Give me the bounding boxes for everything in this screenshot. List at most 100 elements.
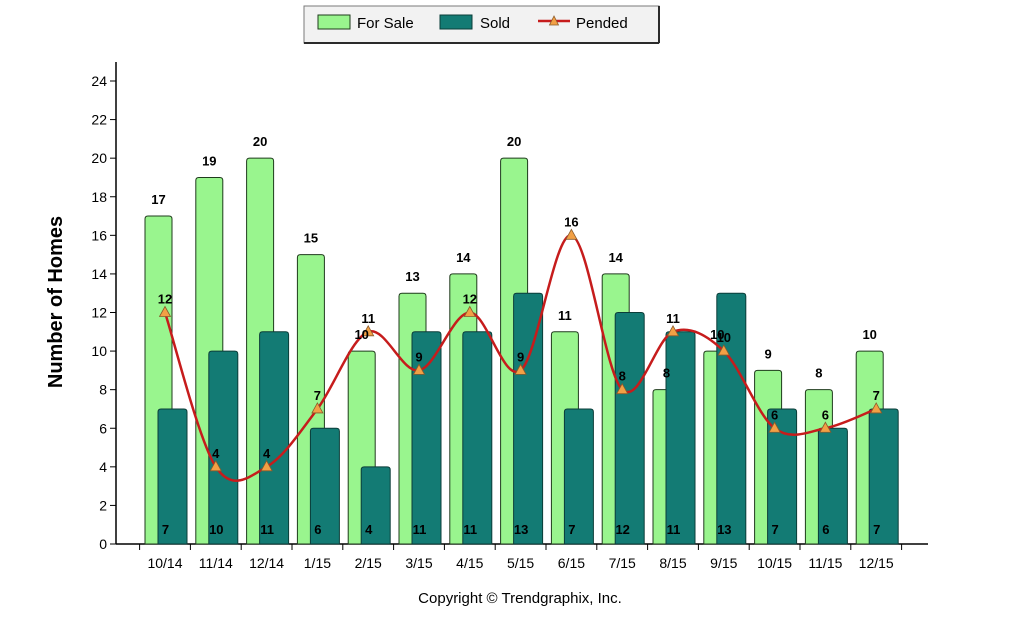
x-tick-label: 9/15 (710, 555, 737, 571)
legend-swatch-sold (439, 14, 473, 30)
legend-box (303, 5, 660, 44)
sold-bar (716, 292, 747, 545)
sold-value-label: 11 (463, 522, 477, 537)
x-tick-label: 3/15 (405, 555, 432, 571)
pended-marker (565, 228, 578, 240)
for-sale-value-label: 11 (558, 308, 572, 323)
y-tick-label: 10 (91, 343, 107, 359)
sold-value-label: 7 (873, 522, 880, 537)
pended-marker (158, 305, 172, 317)
pended-value-label: 7 (314, 388, 321, 403)
pended-marker (666, 324, 680, 337)
sold-value-label: 7 (771, 522, 778, 537)
pended-marker (209, 460, 222, 472)
sold-bar (259, 331, 290, 545)
x-tick-label: 11/15 (808, 555, 842, 571)
sold-bar (360, 466, 391, 545)
x-tick-label: 8/15 (659, 555, 686, 571)
sold-bar (563, 408, 594, 545)
pended-marker (412, 363, 426, 375)
pended-value-label: 11 (666, 311, 680, 326)
pended-value-label: 4 (212, 446, 220, 461)
bars (144, 157, 899, 545)
y-tick-label: 16 (91, 227, 107, 243)
pended-marker (311, 402, 324, 414)
sold-bar (513, 292, 544, 545)
for-sale-value-label: 9 (764, 346, 771, 361)
legend-swatch-for-sale (317, 14, 351, 30)
pended-value-label: 8 (619, 369, 626, 384)
copyright-text: Copyright © Trendgraphix, Inc. (418, 590, 622, 607)
legend: For Sale Sold Pended (303, 5, 660, 44)
for-sale-value-label: 14 (608, 250, 623, 265)
pended-marker (768, 421, 781, 433)
pended-value-label: 12 (158, 292, 172, 307)
x-tick-label: 1/15 (304, 555, 331, 571)
y-tick-label: 14 (91, 266, 107, 282)
x-tick-label: 2/15 (355, 555, 382, 571)
pended-value-label: 9 (517, 349, 524, 364)
sold-bar (665, 331, 696, 545)
pended-marker (260, 460, 273, 472)
x-tick-label: 7/15 (609, 555, 636, 571)
data-labels: 1771910201115610413111411201311714128111… (151, 134, 880, 537)
sold-value-label: 11 (413, 522, 427, 537)
y-tick-label: 24 (91, 73, 107, 89)
x-tick-label: 4/15 (456, 555, 483, 571)
sold-value-label: 11 (260, 522, 274, 537)
sold-value-label: 12 (615, 522, 629, 537)
for-sale-value-label: 10 (862, 327, 876, 342)
pended-value-label: 12 (463, 292, 477, 307)
x-tick-label: 12/14 (249, 555, 284, 571)
pended-marker (616, 382, 629, 395)
y-tick-label: 18 (91, 189, 107, 205)
pended-marker (819, 421, 832, 433)
y-tick-label: 12 (91, 305, 107, 321)
pended-value-label: 9 (415, 349, 422, 364)
x-tick-label: 12/15 (859, 555, 894, 571)
pended-value-label: 16 (564, 214, 578, 229)
sold-value-label: 10 (209, 522, 223, 537)
sold-bar (767, 408, 798, 545)
pended-marker (463, 305, 476, 317)
for-sale-value-label: 10 (354, 327, 368, 342)
pended-value-label: 6 (822, 407, 829, 422)
sold-bar (462, 331, 493, 545)
sold-value-label: 7 (568, 522, 575, 537)
for-sale-value-label: 8 (663, 366, 670, 381)
legend-label-sold: Sold (480, 15, 510, 32)
legend-label-pended: Pended (576, 15, 628, 32)
y-tick-label: 22 (91, 112, 107, 128)
x-tick-label: 6/15 (558, 555, 585, 571)
y-tick-label: 4 (99, 459, 107, 475)
for-sale-value-label: 10 (710, 327, 724, 342)
pended-marker (717, 344, 730, 356)
x-tick-label: 11/14 (199, 555, 233, 571)
for-sale-value-label: 14 (456, 250, 471, 265)
for-sale-value-label: 8 (815, 366, 822, 381)
sold-value-label: 4 (365, 522, 373, 537)
sold-bar (208, 350, 239, 545)
pended-value-label: 6 (771, 407, 778, 422)
for-sale-value-label: 20 (507, 134, 521, 149)
sold-bar (411, 331, 442, 545)
pended-marker (870, 402, 883, 414)
pended-marker (362, 324, 375, 337)
sold-value-label: 13 (514, 522, 528, 537)
for-sale-value-label: 17 (151, 192, 165, 207)
y-tick-label: 6 (99, 420, 107, 436)
y-tick-label: 8 (99, 382, 107, 398)
pended-line (158, 228, 883, 482)
x-tick-label: 5/15 (507, 555, 534, 571)
legend-marker-pended (548, 15, 560, 26)
sold-bar (614, 312, 645, 545)
x-tick-label: 10/14 (147, 555, 182, 571)
sold-value-label: 6 (314, 522, 321, 537)
for-sale-value-label: 13 (405, 269, 419, 284)
sold-value-label: 6 (822, 522, 829, 537)
pended-value-label: 10 (717, 330, 731, 345)
y-axis-label: Number of Homes (45, 216, 67, 388)
sold-value-label: 13 (717, 522, 731, 537)
sold-bar (309, 427, 340, 545)
